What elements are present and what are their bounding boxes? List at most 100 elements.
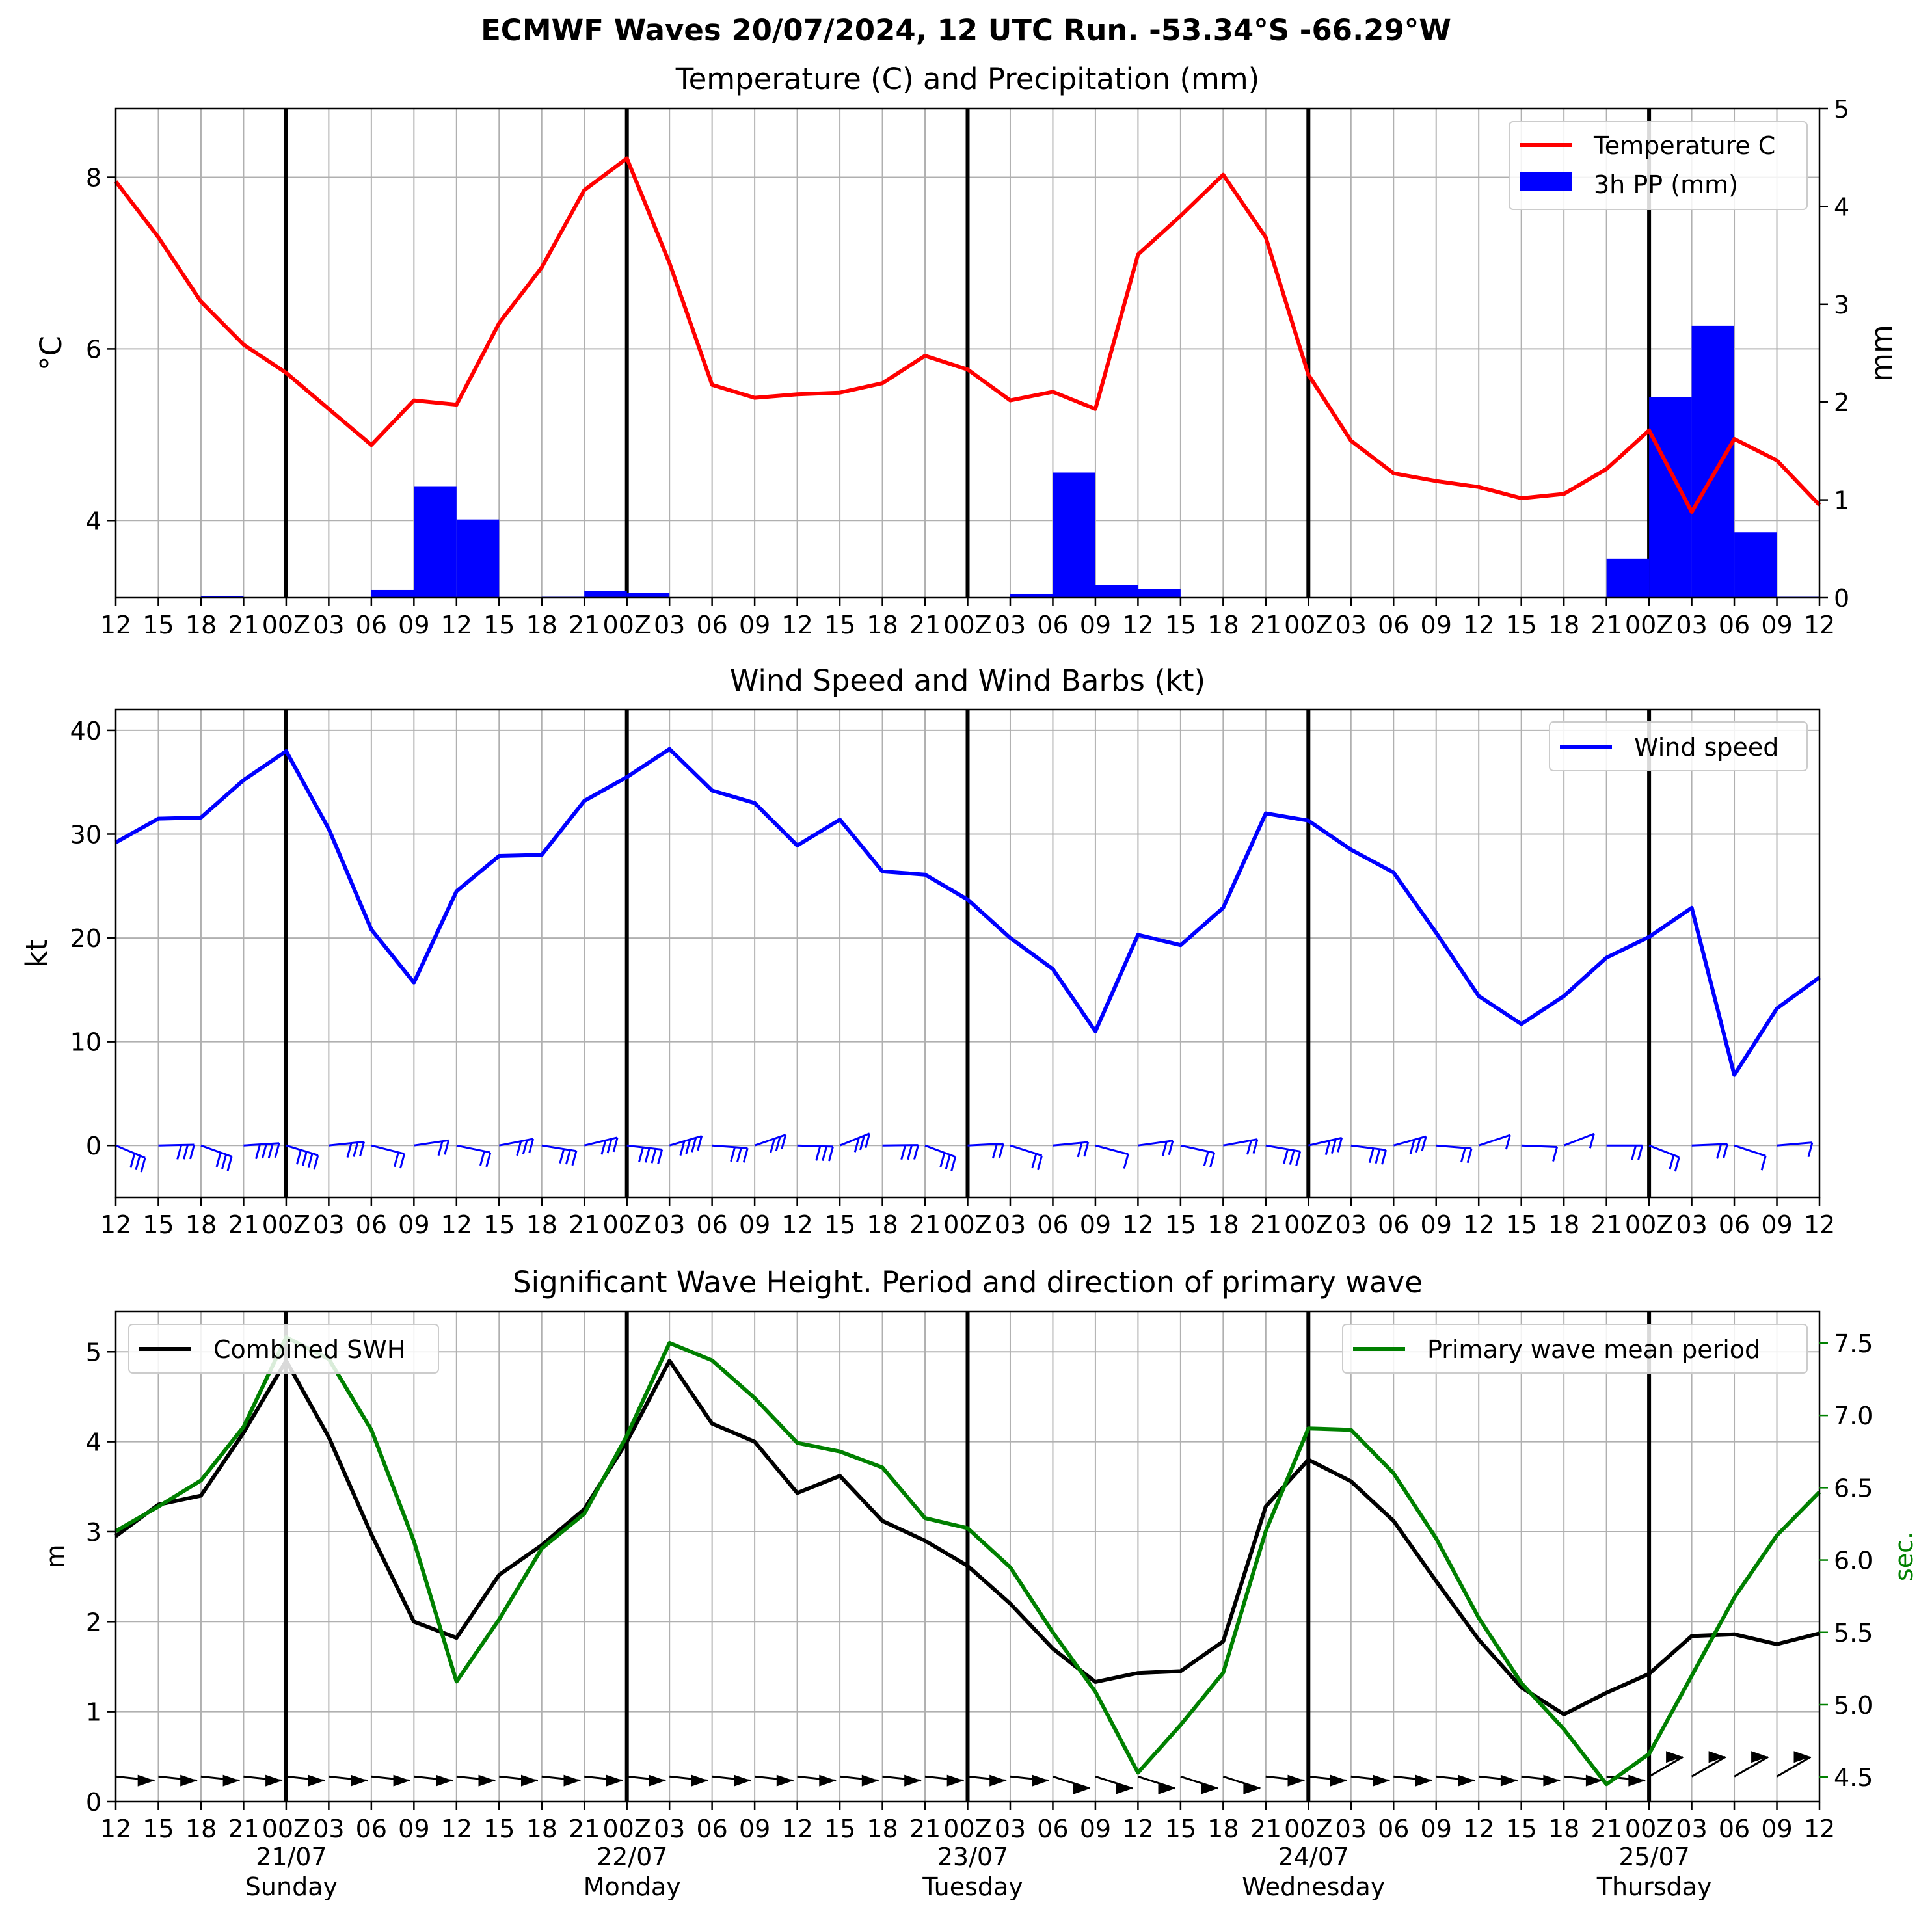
x-tick-label: 06 [356, 1210, 387, 1239]
x-tick-label: 06 [696, 611, 727, 639]
wind-barb-feather [865, 1133, 871, 1149]
x-tick-label: 12 [781, 1815, 812, 1843]
x-tick-label: 03 [654, 1815, 685, 1843]
day-date-label: 25/07 [1618, 1843, 1690, 1871]
x-tick-label: 12 [100, 1815, 131, 1843]
y-axis-label-temperature: °C [34, 336, 68, 371]
y-tick-label: 3 [86, 1518, 101, 1547]
wind-barb-feather [1631, 1145, 1637, 1160]
x-tick-label: 21 [1250, 1815, 1281, 1843]
wind-barb [1734, 1144, 1767, 1171]
x-tick-label: 03 [654, 1210, 685, 1239]
wave-arrow-head [521, 1774, 538, 1787]
x-tick-label: 21 [1590, 1210, 1622, 1239]
wind-barb-shaft [371, 1144, 405, 1155]
x-tick-label: 15 [1165, 1210, 1196, 1239]
wind-barb-shaft [1691, 1143, 1728, 1147]
wind-barb-feather [261, 1143, 267, 1159]
wave-arrow-head [776, 1774, 794, 1787]
wind-speed-line [114, 747, 1821, 1077]
x-tick-label: 18 [1548, 611, 1579, 639]
legend-precip-label: 3h PP (mm) [1594, 170, 1738, 199]
x-tick-label: 03 [995, 611, 1026, 639]
y-right-tick-label: 7.0 [1834, 1402, 1873, 1430]
wind-barb-feather [393, 1152, 399, 1167]
wind-barb [626, 1144, 664, 1164]
wind-barb [456, 1144, 492, 1167]
day-weekday-label: Sunday [245, 1873, 338, 1901]
x-tick-label: 15 [1505, 1210, 1536, 1239]
x-tick-label: 09 [1421, 1815, 1452, 1843]
wind-barb-feather [1330, 1139, 1337, 1154]
wind-barb [286, 1144, 319, 1170]
wind-barb-feather [1505, 1134, 1511, 1150]
wind-barb-shaft [1010, 1144, 1043, 1157]
y-tick-label: 5 [86, 1338, 101, 1367]
y-tick-label: 40 [70, 717, 101, 745]
x-tick-label: 18 [185, 1210, 217, 1239]
wind-barb-feather [1246, 1140, 1252, 1155]
x-tick-label: 03 [995, 1210, 1026, 1239]
wave-direction-arrow [456, 1774, 496, 1787]
precip-bar [626, 593, 670, 598]
wave-arrow-head [1373, 1774, 1390, 1787]
precip-bar [1053, 472, 1095, 598]
wind-barb [1521, 1144, 1559, 1162]
legend-wind-label: Wind speed [1634, 733, 1778, 762]
wave-direction-arrow [967, 1774, 1007, 1787]
y-right-tick-label: 1 [1834, 487, 1849, 515]
x-tick-label: 06 [1378, 1815, 1409, 1843]
y-tick-label: 0 [86, 1788, 101, 1817]
y-tick-label: 4 [86, 507, 101, 535]
y-right-tick-label: 6.5 [1834, 1474, 1873, 1502]
x-tick-label: 21 [1590, 1815, 1622, 1843]
wind-barb-feather [651, 1148, 657, 1164]
x-tick-label: 09 [398, 611, 429, 639]
x-tick-label: 15 [824, 611, 855, 639]
x-tick-label: 12 [1804, 1210, 1835, 1239]
wind-barb [1563, 1132, 1595, 1149]
wind-barb-feather [1031, 1153, 1038, 1169]
x-tick-label: 21 [228, 1815, 259, 1843]
wind-barb [584, 1136, 619, 1155]
x-tick-label: 06 [696, 1210, 727, 1239]
wind-barb-feather [691, 1137, 697, 1153]
x-tick-label: 09 [1761, 1815, 1792, 1843]
wave-direction-arrow [797, 1774, 837, 1787]
legend-box [1342, 1324, 1808, 1374]
x-tick-label: 15 [483, 1210, 515, 1239]
wind-barb [754, 1134, 787, 1154]
wind-barb-shaft [1053, 1141, 1088, 1147]
wind-barb-shaft [1436, 1144, 1472, 1150]
y-tick-label: 2 [86, 1608, 101, 1636]
wind-barb-feather [859, 1135, 865, 1151]
wind-barb-shaft [797, 1144, 833, 1148]
x-tick-label: 12 [441, 611, 472, 639]
wave-direction-arrow [1095, 1775, 1133, 1794]
legend-swh-label: Combined SWH [213, 1335, 405, 1364]
legend-box [1509, 121, 1808, 210]
wind-barb-feather [1637, 1145, 1644, 1160]
x-tick-label: 06 [1378, 1210, 1409, 1239]
x-tick-label: 12 [100, 1210, 131, 1239]
wind-barb-feather [1723, 1143, 1728, 1159]
y-right-tick-label: 5 [1834, 95, 1849, 124]
wind-barb-feather [295, 1149, 302, 1165]
wind-barb-feather [1460, 1147, 1466, 1163]
wind-barb [1606, 1144, 1644, 1160]
x-tick-label: 00Z [603, 1815, 651, 1843]
precip-bar [371, 589, 414, 598]
wave-arrow-shaft [1776, 1756, 1812, 1778]
wave-direction-arrow [1776, 1751, 1812, 1778]
wave-arrow-head [1666, 1751, 1684, 1763]
y-tick-label: 20 [70, 924, 101, 953]
wind-barb-shaft [839, 1132, 870, 1147]
wind-barb [669, 1135, 703, 1156]
x-tick-label: 06 [1719, 611, 1750, 639]
wind-barb-feather [1589, 1133, 1595, 1149]
wave-arrow-head [265, 1774, 283, 1787]
wave-arrow-head [1032, 1774, 1049, 1787]
wind-barb-feather [781, 1134, 787, 1150]
x-tick-label: 21 [1250, 611, 1281, 639]
